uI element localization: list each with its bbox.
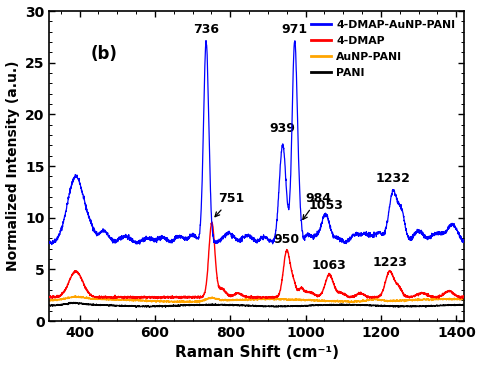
Text: 1053: 1053 (308, 198, 343, 212)
Text: 950: 950 (274, 233, 300, 246)
Text: 939: 939 (270, 122, 295, 135)
Text: 971: 971 (281, 23, 308, 36)
Text: 1232: 1232 (375, 172, 411, 184)
Y-axis label: Normalized Intensity (a.u.): Normalized Intensity (a.u.) (6, 61, 20, 271)
Text: (b): (b) (91, 45, 118, 63)
Text: 1063: 1063 (312, 259, 347, 272)
Text: 751: 751 (215, 192, 244, 217)
X-axis label: Raman Shift (cm⁻¹): Raman Shift (cm⁻¹) (174, 346, 339, 361)
Text: 736: 736 (193, 23, 219, 36)
Legend: 4-DMAP-AuNP-PANI, 4-DMAP, AuNP-PANI, PANI: 4-DMAP-AuNP-PANI, 4-DMAP, AuNP-PANI, PAN… (308, 16, 458, 81)
Text: 984: 984 (303, 192, 331, 220)
Text: 1223: 1223 (372, 256, 407, 269)
